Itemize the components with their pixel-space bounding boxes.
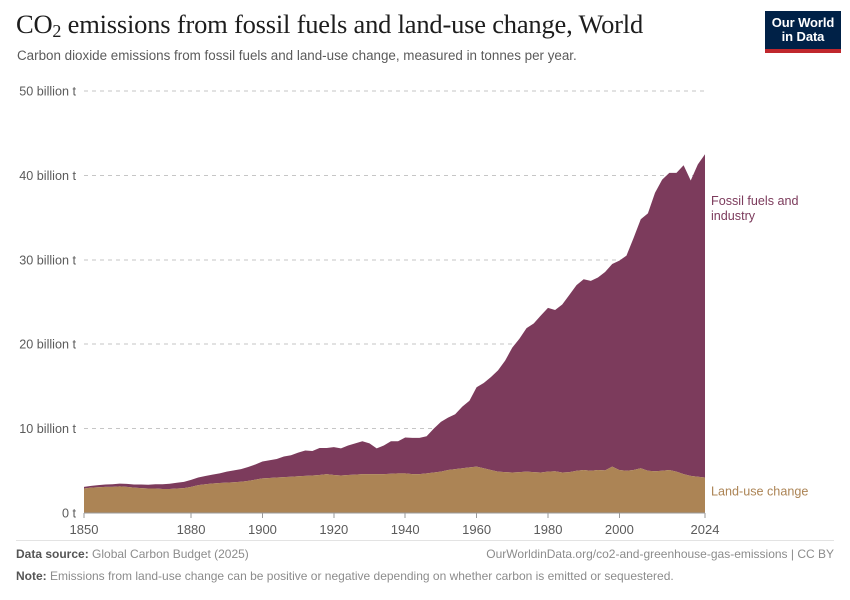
- x-axis-tick-label: 1920: [319, 522, 348, 537]
- x-axis-tick-label: 1880: [177, 522, 206, 537]
- axes-group: [83, 512, 706, 518]
- series-label-land-use-change[interactable]: Land-use change: [711, 484, 808, 498]
- footer-divider: [16, 540, 834, 541]
- chart-footer: Data source: Global Carbon Budget (2025)…: [16, 546, 834, 585]
- y-axis-tick-label: 30 billion t: [19, 253, 76, 267]
- x-axis-tick-label: 1850: [70, 522, 99, 537]
- title-text-post: emissions from fossil fuels and land-use…: [61, 9, 644, 39]
- footer-url[interactable]: OurWorldinData.org/co2-and-greenhouse-ga…: [486, 547, 834, 561]
- series-label-fossil-fuels[interactable]: Fossil fuels and: [711, 194, 799, 208]
- x-axis-tick-label: 1980: [534, 522, 563, 537]
- chart-header: CO2 emissions from fossil fuels and land…: [16, 9, 746, 64]
- x-axis-tick-label: 2000: [605, 522, 634, 537]
- chart-plot-area[interactable]: 0 t 10 billion t 20 billion t 30 billion t 4…: [0, 78, 850, 538]
- note-value: Emissions from land-use change can be po…: [46, 569, 674, 583]
- y-axis-tick-label: 20 billion t: [19, 338, 76, 352]
- x-axis-tick-label: 1900: [248, 522, 277, 537]
- source-label: Data source:: [16, 547, 89, 561]
- x-axis-tick-label: 1960: [462, 522, 491, 537]
- y-axis-tick-label: 0 t: [62, 507, 77, 521]
- title-text-pre: CO: [16, 9, 53, 39]
- y-axis-tick-label: 50 billion t: [19, 85, 76, 99]
- y-axis-tick-label: 10 billion t: [19, 422, 76, 436]
- owid-logo-line1: Our World: [771, 15, 835, 30]
- y-axis-tick-label: 40 billion t: [19, 169, 76, 183]
- area-fossil-fuels-and-industry: [84, 154, 705, 489]
- footer-source-row: Data source: Global Carbon Budget (2025)…: [16, 546, 834, 563]
- area-series-group: [84, 154, 705, 513]
- source-value: Global Carbon Budget (2025): [88, 547, 249, 561]
- y-axis-labels-group: 0 t 10 billion t 20 billion t 30 billion t 4…: [19, 85, 76, 521]
- owid-logo-line2: in Data: [781, 29, 825, 45]
- page-title: CO2 emissions from fossil fuels and land…: [16, 9, 746, 41]
- x-axis-tick-label: 2024: [691, 522, 720, 537]
- stacked-area-chart[interactable]: 0 t 10 billion t 20 billion t 30 billion t 4…: [0, 78, 850, 538]
- chart-subtitle: Carbon dioxide emissions from fossil fue…: [17, 47, 577, 63]
- footer-note-row: Note: Emissions from land-use change can…: [16, 568, 834, 585]
- owid-logo[interactable]: Our World in Data: [765, 11, 841, 54]
- series-label-fossil-fuels-line2[interactable]: industry: [711, 209, 756, 223]
- x-axis-tick-label: 1940: [391, 522, 420, 537]
- x-axis-labels-group: 1850 1880 1900 1920 1940 1960 1980 2000 2024: [70, 522, 720, 537]
- title-subscript: 2: [52, 21, 62, 41]
- area-land-use-change: [84, 466, 705, 513]
- note-label: Note:: [16, 569, 47, 583]
